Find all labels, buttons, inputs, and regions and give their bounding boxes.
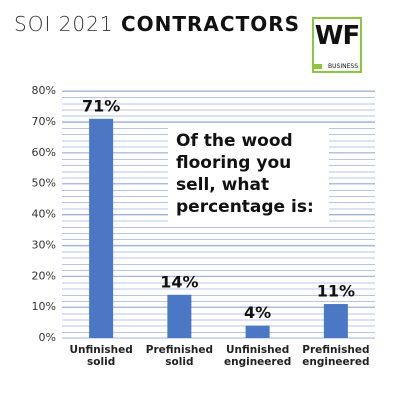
y-tick-label: 0% [39,331,56,344]
y-tick-label: 80% [32,84,56,97]
y-tick-label: 30% [32,238,56,251]
value-label: 14% [160,272,198,291]
title-bold: CONTRACTORS [120,12,301,36]
logo-bar [314,64,322,69]
logo-subtext: BUSINESS [328,63,358,70]
value-label: 71% [82,96,120,115]
y-tick-label: 20% [32,269,56,282]
title: SOI 2021 CONTRACTORS [14,12,300,36]
value-label: 11% [317,282,355,301]
x-tick-label: Prefinished solid [145,344,213,368]
value-label: 4% [244,303,271,322]
y-tick-label: 40% [32,208,56,221]
logo: WF BUSINESS [312,17,362,73]
bar [167,294,192,338]
x-tick-label: Prefinished engineered [302,344,370,368]
annotation: Of the wood flooring you sell, what perc… [168,124,329,224]
x-tick-label: Unfinished solid [69,344,133,368]
title-text: SOI 2021 [14,12,114,36]
x-tick-label: Unfinished engineered [224,344,292,368]
y-tick-label: 50% [32,177,56,190]
bar [245,325,270,338]
bar [323,304,348,338]
y-tick-label: 70% [32,115,56,128]
logo-text: WF [314,21,360,51]
bar [89,118,114,338]
y-tick-label: 10% [32,300,56,313]
y-tick-label: 60% [32,146,56,159]
